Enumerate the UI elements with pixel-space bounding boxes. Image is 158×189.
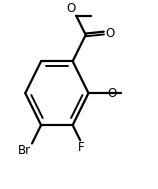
- Text: F: F: [78, 141, 84, 154]
- Text: O: O: [67, 2, 76, 15]
- Text: Br: Br: [18, 144, 31, 157]
- Text: O: O: [105, 27, 114, 40]
- Text: O: O: [107, 87, 117, 100]
